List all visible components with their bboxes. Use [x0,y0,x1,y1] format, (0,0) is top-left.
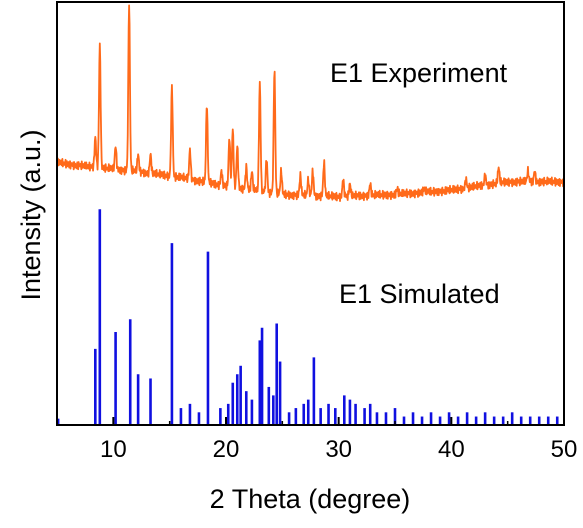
y-axis-label: Intensity (a.u.) [16,129,46,300]
x-tick-label: 20 [213,436,240,463]
experiment-series-line [56,4,565,202]
plot-frame [56,1,565,426]
x-tick-label: 10 [100,436,127,463]
annotation-simulated: E1 Simulated [339,279,500,309]
plot-area [56,4,565,426]
simulated-series [56,209,564,426]
x-axis-label: 2 Theta (degree) [210,484,411,514]
x-tick-label: 50 [551,436,578,463]
x-tick-label: 30 [325,436,352,463]
x-axis: 10 20 30 40 50 [100,417,577,463]
annotation-experiment: E1 Experiment [330,58,508,88]
x-tick-label: 40 [438,436,465,463]
